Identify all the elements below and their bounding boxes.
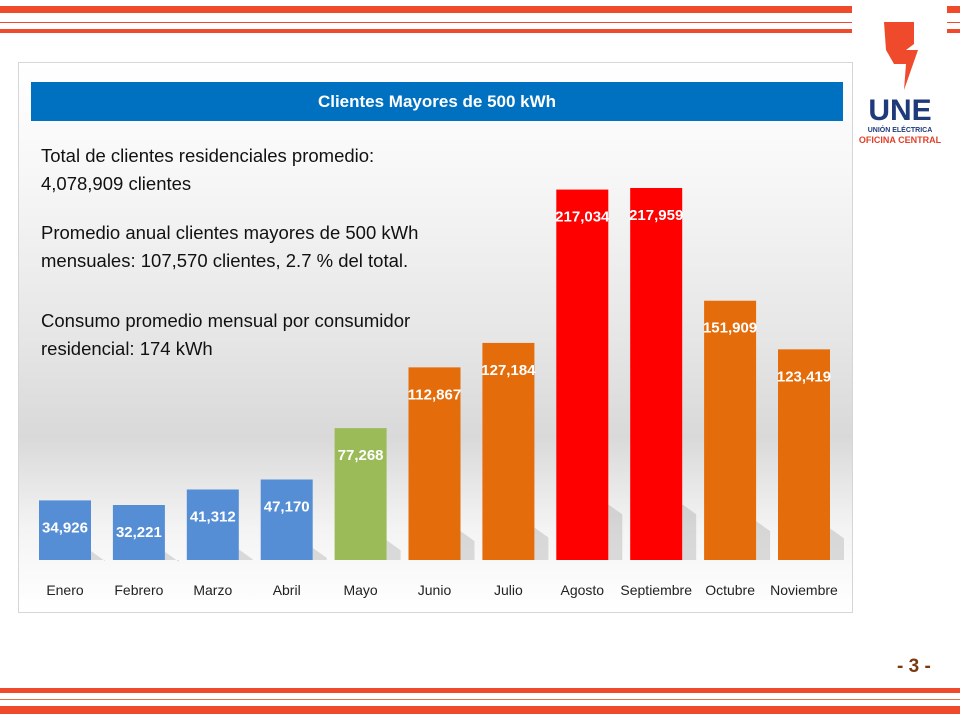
bar-shadow (460, 531, 475, 560)
data-label: 217,959 (629, 207, 683, 224)
top-line-medium (0, 29, 852, 33)
category-label: Febrero (114, 582, 163, 598)
bar-junio (408, 367, 461, 560)
data-label: 123,419 (777, 368, 831, 385)
top-line-medium-right (947, 29, 960, 33)
top-line-thick-right (947, 6, 960, 13)
category-label: Septiembre (620, 582, 692, 598)
bar-marzo (186, 489, 239, 560)
bar-shadow (312, 547, 327, 560)
bottom-line-thin (0, 699, 960, 700)
bar-shadow (386, 540, 401, 560)
category-label: Noviembre (770, 582, 838, 598)
avg-consumption-line1: Consumo promedio mensual por consumidor (41, 310, 411, 331)
category-label: Agosto (561, 582, 605, 598)
annual-average-line2: mensuales: 107,570 clientes, 2.7 % del t… (41, 250, 409, 271)
bar-shadow (830, 528, 844, 560)
data-label: 77,268 (338, 447, 384, 464)
data-label: 34,926 (42, 519, 88, 536)
data-label: 127,184 (481, 362, 536, 379)
category-label: Enero (46, 582, 84, 598)
category-label: Marzo (193, 582, 232, 598)
category-label: Junio (418, 582, 452, 598)
category-label: Abril (273, 582, 301, 598)
bar-septiembre (630, 188, 683, 560)
total-clients-value: 4,078,909 clientes (41, 173, 192, 194)
svg-text:OFICINA CENTRAL: OFICINA CENTRAL (859, 135, 942, 145)
bar-febrero (112, 505, 165, 560)
une-logo: UNE UNIÓN ELÉCTRICA OFICINA CENTRAL (856, 14, 946, 149)
svg-text:UNIÓN ELÉCTRICA: UNIÓN ELÉCTRICA (868, 125, 933, 134)
total-clients-label: Total de clientes residenciales promedio… (41, 145, 375, 166)
bar-abril (260, 479, 313, 560)
bar-shadow (756, 521, 771, 560)
bottom-line-thick (0, 706, 960, 714)
bar-shadow (91, 551, 105, 562)
bar-mayo (334, 428, 387, 560)
bar-shadow (682, 504, 697, 560)
data-label: 112,867 (408, 386, 461, 403)
category-label: Julio (494, 582, 523, 598)
bottom-line-medium (0, 688, 960, 693)
top-line-thin (0, 22, 852, 23)
fist-bolt-icon (884, 22, 918, 90)
bar-shadow (534, 527, 549, 560)
top-line-thick (0, 6, 852, 13)
data-label: 41,312 (190, 508, 236, 525)
data-label: 47,170 (264, 498, 310, 515)
data-label: 217,034 (555, 209, 610, 226)
bar-shadow (238, 549, 253, 560)
svg-text:UNE: UNE (868, 94, 931, 127)
data-label: 32,221 (116, 524, 162, 541)
data-label: 151,909 (703, 320, 757, 337)
page-number: - 3 - (897, 656, 931, 677)
bar-enero (39, 500, 91, 560)
avg-consumption-line2: residencial: 174 kWh (41, 338, 213, 359)
panel-title: Clientes Mayores de 500 kWh (31, 82, 843, 121)
category-label: Octubre (705, 582, 755, 598)
annual-average-line1: Promedio anual clientes mayores de 500 k… (41, 222, 419, 243)
bar-noviembre (778, 349, 830, 560)
bar-octubre (704, 300, 757, 560)
top-line-thin-right (947, 22, 960, 23)
bar-agosto (556, 189, 609, 560)
bar-shadow (608, 504, 623, 560)
bar-shadow (164, 551, 179, 562)
category-label: Mayo (343, 582, 377, 598)
bar-julio (482, 342, 535, 560)
